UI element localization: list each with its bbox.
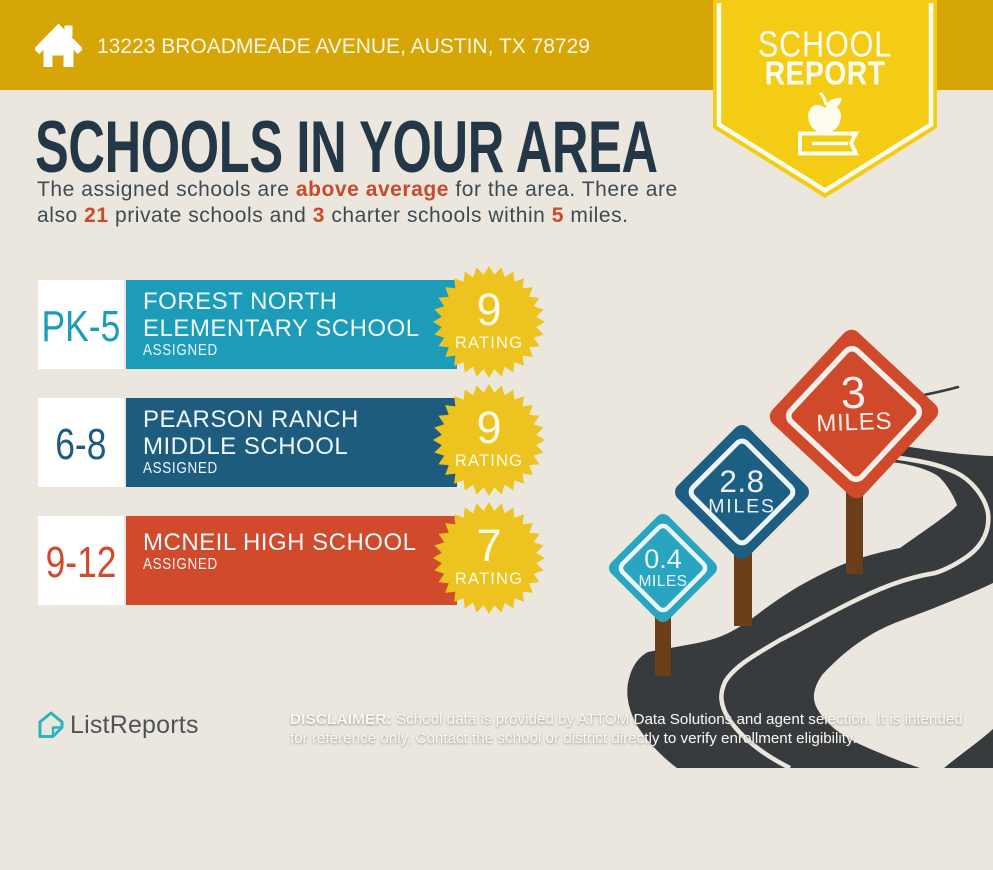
svg-text:RATING: RATING (455, 334, 523, 352)
svg-text:REPORT: REPORT (765, 54, 886, 92)
svg-text:RATING: RATING (455, 570, 523, 588)
svg-text:RATING: RATING (455, 452, 523, 470)
svg-text:9: 9 (476, 402, 501, 453)
svg-text:2.8: 2.8 (719, 463, 764, 499)
svg-text:9: 9 (476, 284, 501, 335)
svg-text:7: 7 (476, 520, 501, 571)
svg-text:SCHOOL: SCHOOL (758, 25, 892, 65)
svg-text:0.4: 0.4 (644, 544, 682, 574)
svg-text:MILES: MILES (638, 573, 687, 590)
svg-text:MILES: MILES (708, 496, 776, 518)
svg-text:MILES: MILES (816, 408, 893, 438)
svg-text:3: 3 (840, 367, 867, 419)
